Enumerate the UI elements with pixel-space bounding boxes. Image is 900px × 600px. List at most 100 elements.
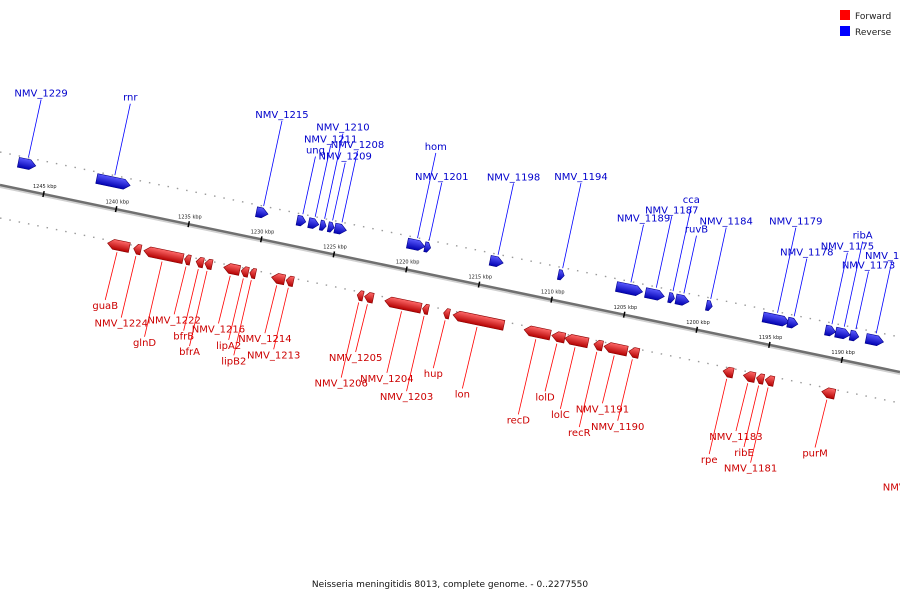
gene-label-ung[interactable]: ung: [306, 146, 325, 157]
gene-label-recd[interactable]: recD: [507, 415, 531, 426]
gene-label-nmv-1215[interactable]: NMV_1215: [255, 110, 308, 121]
gene-label-guab[interactable]: guaB: [92, 301, 118, 312]
reverse-gene-rnr[interactable]: [95, 173, 131, 191]
gene-label-recr[interactable]: recR: [568, 428, 591, 439]
gene-label-nmv-1222[interactable]: NMV_1222: [147, 315, 200, 326]
gene-label-nmv-1187[interactable]: NMV_1187: [645, 205, 698, 216]
reverse-gene-cca[interactable]: [667, 292, 676, 304]
gene-label-nmv-1181[interactable]: NMV_1181: [724, 464, 777, 475]
forward-gene-guab[interactable]: [107, 238, 131, 253]
gene-label-nmv-1214[interactable]: NMV_1214: [238, 334, 291, 345]
forward-gene-nmv-1205[interactable]: [363, 292, 375, 304]
gene-label-nmv-1205[interactable]: NMV_1205: [329, 353, 382, 364]
forward-gene-nmv-1190[interactable]: [628, 346, 641, 359]
reverse-gene-hom[interactable]: [406, 237, 426, 251]
forward-gene-glnd[interactable]: [143, 246, 185, 265]
gene-label-nmv-1201[interactable]: NMV_1201: [415, 172, 468, 183]
gene-label-ruvb[interactable]: ruvB: [685, 225, 708, 236]
gene-label-lipa2[interactable]: lipA2: [216, 341, 241, 352]
reverse-gene-nmv-1187[interactable]: [644, 287, 665, 302]
gene-label-lolc[interactable]: lolC: [551, 410, 570, 421]
gene-label-nmv-1211[interactable]: NMV_1211: [304, 134, 357, 145]
reverse-gene-ruvb[interactable]: [674, 293, 690, 307]
forward-gene-hup[interactable]: [443, 308, 451, 320]
gene-label-bfra[interactable]: bfrA: [179, 347, 200, 358]
forward-gene-nmv-1214[interactable]: [271, 272, 287, 286]
reverse-gene-riba[interactable]: [834, 326, 852, 340]
gene-label-lold[interactable]: lolD: [535, 392, 555, 403]
reverse-gene-nmv-1189[interactable]: [615, 281, 644, 297]
gene-label-lipb2[interactable]: lipB2: [221, 356, 246, 367]
gene-label-nmv-1191[interactable]: NMV_1191: [576, 404, 629, 415]
forward-gene-nmv-1181[interactable]: [764, 375, 776, 387]
gene-label-nmv-1173[interactable]: NMV_1173: [842, 260, 895, 271]
forward-gene-lold[interactable]: [551, 330, 567, 344]
forward-gene-lon[interactable]: [452, 310, 506, 331]
forward-gene-purm[interactable]: [821, 387, 837, 400]
forward-gene-nmv-1191[interactable]: [603, 341, 629, 357]
reverse-gene-nmv-1215[interactable]: [255, 206, 269, 219]
reverse-gene-nmv-1198[interactable]: [488, 255, 504, 268]
gene-label-bfrb[interactable]: bfrB: [173, 332, 194, 343]
forward-gene-nmv-1183[interactable]: [742, 370, 757, 383]
forward-gene-nmv-1204[interactable]: [384, 296, 423, 314]
forward-gene-ribe[interactable]: [755, 373, 766, 385]
forward-gene-recr[interactable]: [593, 339, 604, 352]
forward-gene-bfrb[interactable]: [195, 257, 205, 269]
gene-label-nmv-1178[interactable]: NMV_1178: [780, 248, 833, 259]
gene-label-nmv-1203[interactable]: NMV_1203: [380, 392, 433, 403]
gene-label-nmv-1175[interactable]: NMV_1175: [821, 242, 874, 253]
reverse-gene-nmv-1172[interactable]: [864, 333, 884, 347]
gene-label-nmv-1190[interactable]: NMV_1190: [591, 422, 644, 433]
gene-label-nmv-1208[interactable]: NMV_1208: [331, 140, 384, 151]
gene-label-hom[interactable]: hom: [425, 142, 447, 153]
reverse-gene-nmv-1184[interactable]: [705, 299, 713, 312]
gene-label-nmv-1216[interactable]: NMV_1216: [192, 325, 245, 336]
forward-gene-nmv-1224[interactable]: [133, 244, 143, 256]
forward-gene-lipb2[interactable]: [249, 268, 258, 280]
reverse-gene-ung[interactable]: [295, 214, 307, 227]
gene-label-glnd[interactable]: glnD: [133, 338, 156, 349]
reverse-gene-nmv-1201[interactable]: [423, 241, 432, 253]
gene-label-nmv-1172[interactable]: NMV_1172: [865, 251, 900, 262]
gene-label-nmv-1213[interactable]: NMV_1213: [247, 350, 300, 361]
forward-gene-bfra[interactable]: [204, 258, 214, 271]
gene-label-nmv-1183[interactable]: NMV_1183: [709, 432, 762, 443]
reverse-gene-nmv-1211[interactable]: [307, 217, 320, 230]
gene-label-nmv-1229[interactable]: NMV_1229: [14, 89, 67, 100]
gene-label-nmv-1206[interactable]: NMV_1206: [315, 379, 368, 390]
gene-label-nmv-1179[interactable]: NMV_1179: [769, 217, 822, 228]
reverse-gene-nmv-1208[interactable]: [333, 222, 348, 235]
forward-gene-nmv-1203[interactable]: [422, 303, 430, 316]
forward-gene-rpe[interactable]: [722, 366, 735, 379]
gene-label-rnr[interactable]: rnr: [123, 93, 138, 104]
gene-label-nmv-1184[interactable]: NMV_1184: [700, 217, 753, 228]
reverse-gene-nmv-1179[interactable]: [761, 311, 790, 327]
gene-label-nmv-1170[interactable]: NMV_1170: [883, 482, 900, 493]
reverse-gene-nmv-1173[interactable]: [848, 329, 860, 342]
gene-label-hup[interactable]: hup: [424, 369, 443, 380]
forward-gene-lipa2[interactable]: [240, 266, 250, 278]
gene-label-riba[interactable]: ribA: [853, 231, 873, 242]
forward-gene-nmv-1216[interactable]: [223, 262, 242, 276]
forward-gene-nmv-1213[interactable]: [285, 275, 295, 287]
gene-label-nmv-1198[interactable]: NMV_1198: [487, 172, 540, 183]
gene-label-ribe[interactable]: ribE: [734, 448, 754, 459]
forward-gene-lolc[interactable]: [564, 333, 590, 349]
reverse-gene-nmv-1175[interactable]: [824, 324, 837, 337]
gene-label-lon[interactable]: lon: [455, 390, 470, 401]
gene-label-nmv-1224[interactable]: NMV_1224: [95, 319, 148, 330]
reverse-gene-nmv-1210[interactable]: [318, 219, 327, 231]
reverse-gene-nmv-1209[interactable]: [326, 221, 335, 233]
gene-label-purm[interactable]: purM: [802, 448, 827, 459]
gene-label-nmv-1209[interactable]: NMV_1209: [319, 152, 372, 163]
gene-label-rpe[interactable]: rpe: [701, 455, 718, 466]
reverse-gene-nmv-1194[interactable]: [556, 269, 565, 281]
gene-label-nmv-1194[interactable]: NMV_1194: [554, 172, 607, 183]
gene-label-nmv-1210[interactable]: NMV_1210: [316, 123, 369, 134]
reverse-gene-nmv-1178[interactable]: [786, 316, 799, 329]
forward-gene-recd[interactable]: [523, 325, 552, 341]
gene-label-cca[interactable]: cca: [683, 195, 700, 206]
forward-gene-nmv-1222[interactable]: [183, 254, 192, 266]
gene-label-nmv-1189[interactable]: NMV_1189: [617, 214, 670, 225]
